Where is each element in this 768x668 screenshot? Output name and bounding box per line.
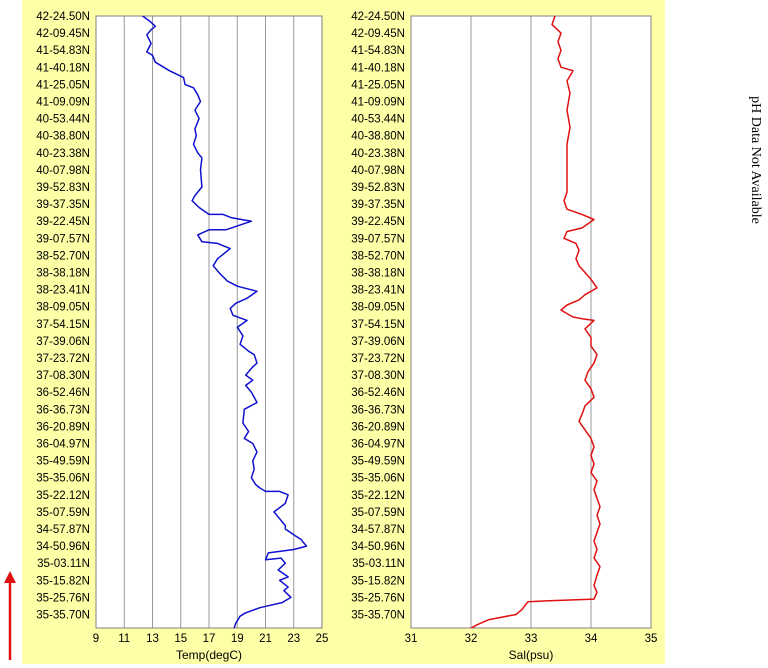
sal-y-tick-label: 40-07.98N [351, 165, 405, 177]
temp-y-tick-label: 41-09.09N [36, 97, 90, 109]
temp-y-tick-label: 35-07.59N [36, 507, 90, 519]
temp-y-tick-label: 37-23.72N [36, 353, 90, 365]
temp-y-tick-label: 41-25.05N [36, 79, 90, 91]
sal-y-tick-label: 40-53.44N [351, 114, 405, 126]
salinity-chart: 42-24.50N 42-09.45N 41-54.83N 41-40.18N 41-2… [351, 11, 658, 662]
sal-y-tick-label: 38-52.70N [351, 250, 405, 262]
sal-y-tick-label: 35-15.82N [351, 575, 405, 587]
temp-y-tick-label: 42-24.50N [36, 11, 90, 23]
temp-x-tick-label: 13 [146, 633, 159, 645]
sal-plot-border [410, 15, 652, 629]
temp-y-tick-label: 38-23.41N [36, 285, 90, 297]
temp-y-tick-label: 39-37.35N [36, 199, 90, 211]
sal-y-tick-label: 36-20.89N [351, 421, 405, 433]
sal-y-tick-label: 36-04.97N [351, 439, 405, 451]
sal-x-tick-label: 31 [405, 633, 418, 645]
temp-x-tick-label: 25 [316, 633, 329, 645]
sal-y-tick-label: 35-07.59N [351, 507, 405, 519]
sal-y-tick-label: 41-54.83N [351, 45, 405, 57]
sal-y-tick-label: 37-39.06N [351, 336, 405, 348]
temp-x-axis-title: Temp(degC) [176, 648, 242, 662]
temp-y-tick-label: 40-38.80N [36, 131, 90, 143]
temp-y-tick-label: 41-54.83N [36, 45, 90, 57]
sal-y-tick-label: 34-57.87N [351, 524, 405, 536]
temp-x-tick-label: 11 [118, 633, 130, 645]
temperature-chart: 42-24.50N 42-09.45N 41-54.83N 41-40.18N 41-2… [36, 11, 329, 662]
ph-note-text: pH Data Not Available [748, 96, 763, 224]
temp-y-tick-label: 40-07.98N [36, 165, 90, 177]
temp-y-tick-label: 40-53.44N [36, 114, 90, 126]
temp-y-tick-label: 42-09.45N [36, 28, 90, 40]
temp-y-tick-label: 36-52.46N [36, 387, 90, 399]
ph-note: pH Data Not Available [745, 70, 765, 250]
sal-y-tick-label: 36-52.46N [351, 387, 405, 399]
temp-y-tick-label: 37-08.30N [36, 370, 90, 382]
temp-y-tick-label: 40-23.38N [36, 148, 90, 160]
temp-x-tick-label: 15 [174, 633, 187, 645]
temp-x-tick-label: 9 [93, 633, 99, 645]
sal-y-tick-label: 38-38.18N [351, 268, 405, 280]
temp-y-tick-label: 39-22.45N [36, 216, 90, 228]
temp-y-tick-label: 39-07.57N [36, 233, 90, 245]
temp-y-tick-label: 36-04.97N [36, 439, 90, 451]
sal-y-tick-label: 34-50.96N [351, 541, 405, 553]
sal-y-tick-label: 42-09.45N [351, 28, 405, 40]
sal-y-tick-label: 35-22.12N [351, 490, 405, 502]
temp-plot-border [95, 15, 323, 629]
temp-y-tick-label: 35-22.12N [36, 490, 90, 502]
temp-y-tick-label: 35-35.70N [36, 610, 90, 622]
temp-y-tick-label: 38-09.05N [36, 302, 90, 314]
sal-y-tick-label: 35-03.11N [352, 558, 405, 570]
temp-y-tick-label: 38-38.18N [36, 268, 90, 280]
sal-y-tick-label: 37-54.15N [351, 319, 405, 331]
temp-x-tick-label: 21 [259, 633, 272, 645]
sal-y-tick-label: 41-09.09N [351, 97, 405, 109]
sal-y-tick-label: 38-23.41N [351, 285, 405, 297]
sal-series-line [469, 16, 601, 628]
sal-x-tick-label: 35 [645, 633, 658, 645]
temp-y-tick-label: 37-54.15N [36, 319, 90, 331]
sal-y-tick-label: 39-22.45N [351, 216, 405, 228]
sal-y-tick-label: 35-49.59N [351, 456, 405, 468]
temp-y-tick-label: 38-52.70N [36, 250, 90, 262]
temp-y-tick-label: 37-39.06N [36, 336, 90, 348]
sal-y-tick-label: 39-37.35N [351, 199, 405, 211]
temp-y-tick-label: 35-03.11N [37, 558, 90, 570]
temp-y-tick-label: 36-36.73N [36, 404, 90, 416]
temp-y-tick-label: 35-15.82N [36, 575, 90, 587]
sal-y-tick-label: 39-52.83N [351, 182, 405, 194]
sal-x-axis-title: Sal(psu) [509, 648, 554, 662]
temp-x-tick-label: 23 [287, 633, 300, 645]
temp-y-tick-label: 34-57.87N [36, 524, 90, 536]
sal-y-tick-label: 36-36.73N [351, 404, 405, 416]
sal-y-tick-label: 41-25.05N [351, 79, 405, 91]
direction-arrow-icon [4, 571, 16, 660]
sal-y-tick-label: 35-25.76N [351, 592, 405, 604]
sal-x-tick-label: 34 [585, 633, 598, 645]
temp-y-tick-label: 41-40.18N [36, 62, 90, 74]
sal-y-tick-label: 35-35.70N [351, 610, 405, 622]
sal-x-tick-label: 32 [465, 633, 478, 645]
sal-y-tick-label: 41-40.18N [351, 62, 405, 74]
temp-y-tick-label: 34-50.96N [36, 541, 90, 553]
sal-y-tick-label: 42-24.50N [351, 11, 405, 23]
temp-y-tick-label: 35-49.59N [36, 456, 90, 468]
sal-y-tick-label: 39-07.57N [351, 233, 405, 245]
temp-y-tick-label: 36-20.89N [36, 421, 90, 433]
temp-x-tick-label: 17 [203, 633, 216, 645]
temp-y-tick-label: 39-52.83N [36, 182, 90, 194]
temp-x-tick-label: 19 [231, 633, 244, 645]
sal-y-tick-label: 35-35.06N [351, 473, 405, 485]
sal-y-tick-label: 37-08.30N [351, 370, 405, 382]
temp-series-line [141, 16, 308, 628]
sal-y-tick-label: 38-09.05N [351, 302, 405, 314]
sal-y-tick-label: 40-38.80N [351, 131, 405, 143]
temp-y-tick-label: 35-35.06N [36, 473, 90, 485]
sal-x-tick-label: 33 [525, 633, 538, 645]
temp-y-tick-label: 35-25.76N [36, 592, 90, 604]
sal-y-tick-label: 37-23.72N [351, 353, 405, 365]
sal-y-tick-label: 40-23.38N [351, 148, 405, 160]
